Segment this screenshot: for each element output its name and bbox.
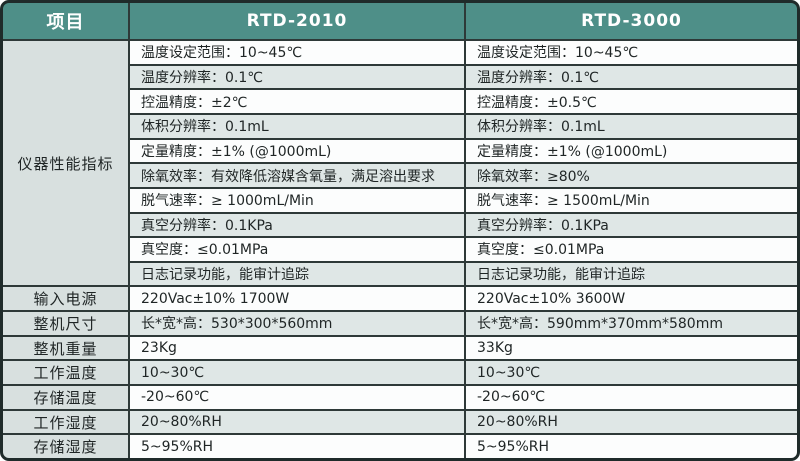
spec-row-label: 整机尺寸: [3, 312, 128, 335]
perf-value-cell: 真空分辨率：0.1KPa: [466, 213, 797, 237]
header-cell-rtd-2010: RTD-2010: [130, 3, 464, 39]
spec-value-cell: 20~80%RH: [466, 410, 797, 434]
perf-value-cell: 除氧效率：有效降低溶媒含氧量，满足溶出要求: [130, 164, 464, 187]
perf-value-cell: 温度设定范围：10~45℃: [130, 41, 464, 64]
spec-value-cell: 10~30℃: [466, 361, 797, 385]
spec-row-label: 输入电源: [3, 287, 128, 311]
spec-value-cell: -20~60℃: [466, 386, 797, 409]
header-cell-rtd-3000: RTD-3000: [466, 3, 797, 39]
spec-value-cell: 23Kg: [130, 336, 464, 360]
perf-value-cell: 日志记录功能，能审计追踪: [466, 262, 797, 286]
spec-value-cell: 5~95%RH: [130, 435, 464, 458]
perf-value-cell: 真空度：≤0.01MPa: [130, 238, 464, 261]
perf-value-cell: 控温精度：±2℃: [130, 90, 464, 113]
spec-row-label: 整机重量: [3, 336, 128, 360]
spec-row-label: 工作温度: [3, 361, 128, 385]
category-cell-performance: 仪器性能指标: [3, 41, 128, 286]
perf-value-cell: 体积分辨率：0.1mL: [466, 114, 797, 138]
perf-value-cell: 真空分辨率：0.1KPa: [130, 213, 464, 237]
spec-value-cell: 长*宽*高：590mm*370mm*580mm: [466, 312, 797, 335]
spec-value-cell: 220Vac±10% 3600W: [466, 287, 797, 311]
perf-value-cell: 温度分辨率：0.1℃: [466, 65, 797, 89]
spec-row-label: 存储温度: [3, 386, 128, 409]
spec-value-cell: 20~80%RH: [130, 410, 464, 434]
perf-value-cell: 定量精度：±1% (@1000mL): [130, 139, 464, 163]
perf-value-cell: 脱气速率：≥ 1500mL/Min: [466, 188, 797, 212]
header-cell-project: 项目: [3, 3, 128, 39]
perf-value-cell: 温度设定范围：10~45℃: [466, 41, 797, 64]
perf-value-cell: 脱气速率：≥ 1000mL/Min: [130, 188, 464, 212]
spec-value-cell: 5~95%RH: [466, 435, 797, 458]
perf-value-cell: 控温精度：±0.5℃: [466, 90, 797, 113]
spec-row-label: 工作湿度: [3, 410, 128, 434]
perf-value-cell: 除氧效率：≥80%: [466, 164, 797, 187]
spec-value-cell: -20~60℃: [130, 386, 464, 409]
perf-value-cell: 体积分辨率：0.1mL: [130, 114, 464, 138]
spec-value-cell: 10~30℃: [130, 361, 464, 385]
perf-value-cell: 温度分辨率：0.1℃: [130, 65, 464, 89]
perf-value-cell: 日志记录功能，能审计追踪: [130, 262, 464, 286]
spec-value-cell: 220Vac±10% 1700W: [130, 287, 464, 311]
perf-value-cell: 定量精度：±1% (@1000mL): [466, 139, 797, 163]
spec-value-cell: 33Kg: [466, 336, 797, 360]
spec-value-cell: 长*宽*高：530*300*560mm: [130, 312, 464, 335]
perf-value-cell: 真空度：≤0.01MPa: [466, 238, 797, 261]
spec-row-label: 存储湿度: [3, 435, 128, 458]
